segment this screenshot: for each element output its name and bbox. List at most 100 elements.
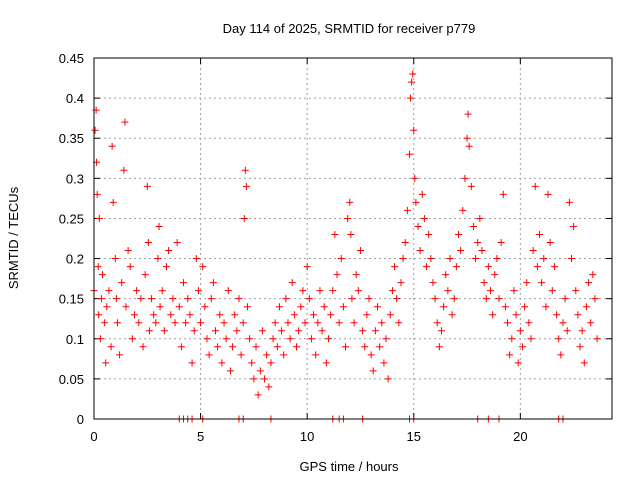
data-point — [144, 239, 152, 247]
data-point — [226, 367, 234, 375]
data-point — [388, 287, 396, 295]
data-point — [124, 247, 132, 255]
data-point — [450, 295, 458, 303]
data-point — [382, 335, 390, 343]
data-point — [405, 150, 413, 158]
data-point — [409, 70, 417, 78]
data-point — [246, 335, 254, 343]
data-point — [531, 182, 539, 190]
data-point — [169, 295, 177, 303]
data-point — [361, 343, 369, 351]
data-point — [401, 239, 409, 247]
data-point — [376, 343, 384, 351]
data-point — [95, 214, 103, 222]
data-point — [514, 359, 522, 367]
data-point — [474, 239, 482, 247]
data-point — [480, 279, 488, 287]
data-point — [348, 295, 356, 303]
data-point — [555, 335, 563, 343]
x-axis-label: GPS time / hours — [300, 459, 399, 474]
data-point — [131, 311, 139, 319]
data-point — [199, 263, 207, 271]
data-point — [312, 351, 320, 359]
data-point — [395, 319, 403, 327]
data-point — [412, 198, 420, 206]
data-point — [523, 279, 531, 287]
data-point — [542, 303, 550, 311]
data-point — [222, 335, 230, 343]
data-point — [548, 287, 556, 295]
data-point — [229, 343, 237, 351]
data-point — [329, 287, 337, 295]
data-point — [342, 343, 350, 351]
data-point — [354, 287, 362, 295]
data-point — [557, 351, 565, 359]
data-point — [331, 230, 339, 238]
data-point — [288, 279, 296, 287]
data-point — [102, 359, 110, 367]
y-tick-label: 0.35 — [59, 131, 84, 146]
data-point — [293, 343, 301, 351]
data-point — [369, 367, 377, 375]
data-point — [258, 327, 266, 335]
data-point — [570, 222, 578, 230]
data-point — [448, 311, 456, 319]
y-tick-label: 0.05 — [59, 372, 84, 387]
data-point — [414, 222, 422, 230]
data-point — [320, 303, 328, 311]
data-point — [145, 327, 153, 335]
grid — [94, 58, 612, 419]
data-point — [133, 287, 141, 295]
data-point — [589, 271, 597, 279]
data-point — [220, 319, 228, 327]
data-point — [141, 271, 149, 279]
data-point — [113, 319, 121, 327]
data-point — [118, 279, 126, 287]
data-point — [465, 142, 473, 150]
data-point — [256, 367, 264, 375]
data-point — [231, 311, 239, 319]
data-point — [135, 319, 143, 327]
data-point — [154, 255, 162, 263]
data-point — [339, 303, 347, 311]
data-point — [397, 279, 405, 287]
data-point — [550, 263, 558, 271]
data-point — [224, 287, 232, 295]
data-point — [261, 375, 269, 383]
data-point — [516, 327, 524, 335]
data-point — [99, 271, 107, 279]
data-point — [359, 327, 367, 335]
data-point — [316, 287, 324, 295]
y-tick-label: 0.3 — [66, 171, 84, 186]
data-point — [463, 134, 471, 142]
data-point — [97, 295, 105, 303]
data-point — [301, 319, 309, 327]
data-point — [416, 247, 424, 255]
x-tick-label: 15 — [407, 429, 421, 444]
y-tick-label: 0.45 — [59, 51, 84, 66]
data-point — [107, 343, 115, 351]
data-point — [425, 230, 433, 238]
data-point — [139, 343, 147, 351]
data-point — [160, 327, 168, 335]
data-point — [350, 319, 358, 327]
data-point — [572, 287, 580, 295]
data-point — [476, 214, 484, 222]
data-point — [497, 239, 505, 247]
data-point — [248, 359, 256, 367]
x-tick-label: 5 — [197, 429, 204, 444]
data-point — [165, 247, 173, 255]
data-point — [393, 295, 401, 303]
data-point — [544, 190, 552, 198]
data-point — [446, 255, 454, 263]
data-point — [367, 351, 375, 359]
data-point — [478, 247, 486, 255]
data-point — [518, 343, 526, 351]
data-point — [282, 295, 290, 303]
data-point — [538, 279, 546, 287]
data-point — [440, 303, 448, 311]
data-point — [201, 303, 209, 311]
data-point — [457, 247, 465, 255]
data-point — [347, 230, 355, 238]
data-point — [177, 343, 185, 351]
